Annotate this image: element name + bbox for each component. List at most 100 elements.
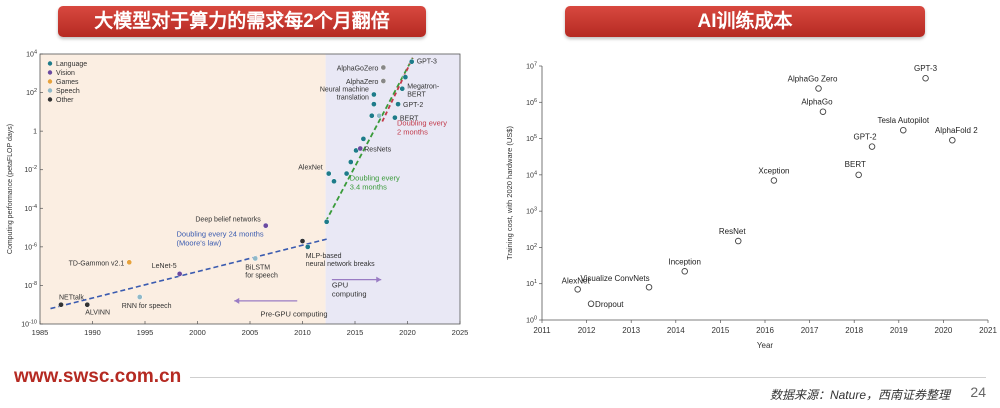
- data-source: 数据来源：Nature，西南证券整理: [769, 388, 950, 402]
- gpu-label-2: computing: [332, 289, 367, 298]
- data-point: [252, 255, 259, 262]
- x-axis-label: Year: [757, 341, 774, 350]
- y-tick-label: 1: [33, 129, 37, 136]
- y-tick-label: 10-4: [24, 204, 37, 213]
- data-point: [357, 145, 364, 152]
- data-point: [681, 268, 688, 275]
- point-label: Neural machine: [320, 87, 369, 94]
- data-point: [949, 136, 956, 144]
- x-tick-label: 2020: [399, 328, 416, 337]
- data-point: [819, 108, 827, 115]
- pre-gpu-region: [40, 54, 326, 324]
- y-tick-label: 102: [526, 243, 537, 252]
- training-cost-chart: Training cost, with 2020 hardware (US$) 1…: [505, 62, 997, 351]
- x-tick-label: 2011: [533, 326, 551, 335]
- point-label: Inception: [668, 257, 700, 266]
- footer-url[interactable]: www.swsc.com.cn: [14, 366, 182, 387]
- y-tick-label: 10-10: [21, 320, 37, 329]
- data-point: [380, 64, 387, 71]
- trend-3-4-months: [324, 57, 414, 223]
- right-title-banner: AI训练成本: [565, 6, 925, 37]
- x-tick-label: 2016: [756, 326, 774, 335]
- x-tick-label: 2015: [347, 328, 364, 337]
- x-tick-label: 2020: [935, 326, 953, 335]
- x-tick-label: 2012: [578, 326, 596, 335]
- point-label: MLP-based: [306, 253, 342, 260]
- x-tick-label: 2019: [890, 326, 908, 335]
- x-tick-label: 2000: [189, 328, 206, 337]
- point-label: AlphaGoZero: [337, 66, 379, 73]
- point-label: BERT: [400, 116, 419, 123]
- data-point: [402, 74, 409, 80]
- data-point: [587, 300, 595, 308]
- legend-marker: [47, 70, 53, 75]
- point-label: BiLSTM: [245, 264, 270, 271]
- point-label: GPT-3: [914, 64, 938, 73]
- point-label: AlexNet: [562, 276, 591, 285]
- page-number: 24: [970, 384, 986, 400]
- point-label: GPT-3: [417, 59, 437, 66]
- footer-divider: [190, 377, 986, 378]
- x-tick-label: 2010: [294, 328, 311, 337]
- data-point: [325, 170, 332, 177]
- data-point: [399, 85, 406, 92]
- trend-annotation-sub: 2 months: [397, 127, 428, 136]
- data-point: [855, 171, 862, 179]
- data-point: [371, 91, 377, 98]
- point-label: Dropout: [595, 300, 624, 309]
- point-label: GPT-2: [403, 102, 423, 109]
- x-tick-label: 2025: [452, 328, 469, 337]
- data-point: [299, 238, 306, 244]
- y-tick-label: 10-6: [24, 242, 37, 251]
- point-label: GPT-2: [853, 133, 877, 142]
- point-label: Tesla Autopilot: [877, 116, 929, 125]
- legend-marker: [47, 97, 53, 102]
- data-point: [343, 170, 350, 177]
- point-label: NETtalk: [59, 295, 84, 302]
- data-point: [262, 222, 269, 229]
- point-label: Megatron-: [407, 84, 440, 91]
- point-label: neural network breaks: [306, 261, 375, 268]
- x-tick-label: 2015: [712, 326, 730, 335]
- data-point: [922, 74, 929, 82]
- data-point: [58, 301, 64, 308]
- data-point: [392, 114, 398, 121]
- y-tick-label: 101: [526, 279, 537, 288]
- legend-item: Games: [56, 79, 79, 86]
- point-label: Deep belief networks: [195, 217, 261, 224]
- point-label: Xception: [758, 166, 789, 175]
- data-point: [126, 259, 133, 266]
- compute-growth-chart: Computing performance (petaFLOP days) 10-…: [7, 50, 469, 338]
- point-label: RNN for speech: [122, 303, 172, 310]
- data-point: [645, 283, 653, 291]
- x-tick-label: 1985: [32, 328, 49, 337]
- data-point: [323, 218, 330, 225]
- x-tick-label: 2017: [801, 326, 819, 335]
- data-point: [395, 101, 401, 107]
- data-point: [331, 178, 337, 185]
- point-label: ResNet: [719, 227, 746, 236]
- y-axis-label: Computing performance (petaFLOP days): [7, 124, 14, 254]
- point-label: for speech: [245, 272, 278, 279]
- point-label: ResNets: [364, 147, 391, 154]
- x-tick-label: 2018: [845, 326, 863, 335]
- gpu-arrowhead: [376, 276, 382, 283]
- data-point: [84, 301, 91, 308]
- point-label: Visualize ConvNets: [580, 274, 649, 283]
- legend-item: Language: [56, 61, 87, 68]
- point-label: AlphaFold 2: [935, 126, 978, 135]
- y-tick-label: 107: [526, 62, 537, 71]
- x-tick-label: 1995: [137, 328, 154, 337]
- data-point: [347, 159, 354, 165]
- legend-item: Other: [56, 97, 74, 104]
- pre-gpu-arrowhead: [234, 297, 240, 304]
- trend-annotation-sub: 3.4 months: [350, 182, 387, 191]
- x-tick-label: 2005: [242, 328, 259, 337]
- y-axis-label: Training cost, with 2020 hardware (US$): [505, 126, 514, 260]
- data-point: [136, 294, 143, 300]
- y-tick-label: 103: [526, 207, 537, 216]
- trend-annotation: Doubling every: [350, 173, 400, 182]
- data-point: [734, 237, 742, 245]
- point-label: TD-Gammon v2.1: [69, 260, 125, 267]
- legend-item: Vision: [56, 70, 75, 77]
